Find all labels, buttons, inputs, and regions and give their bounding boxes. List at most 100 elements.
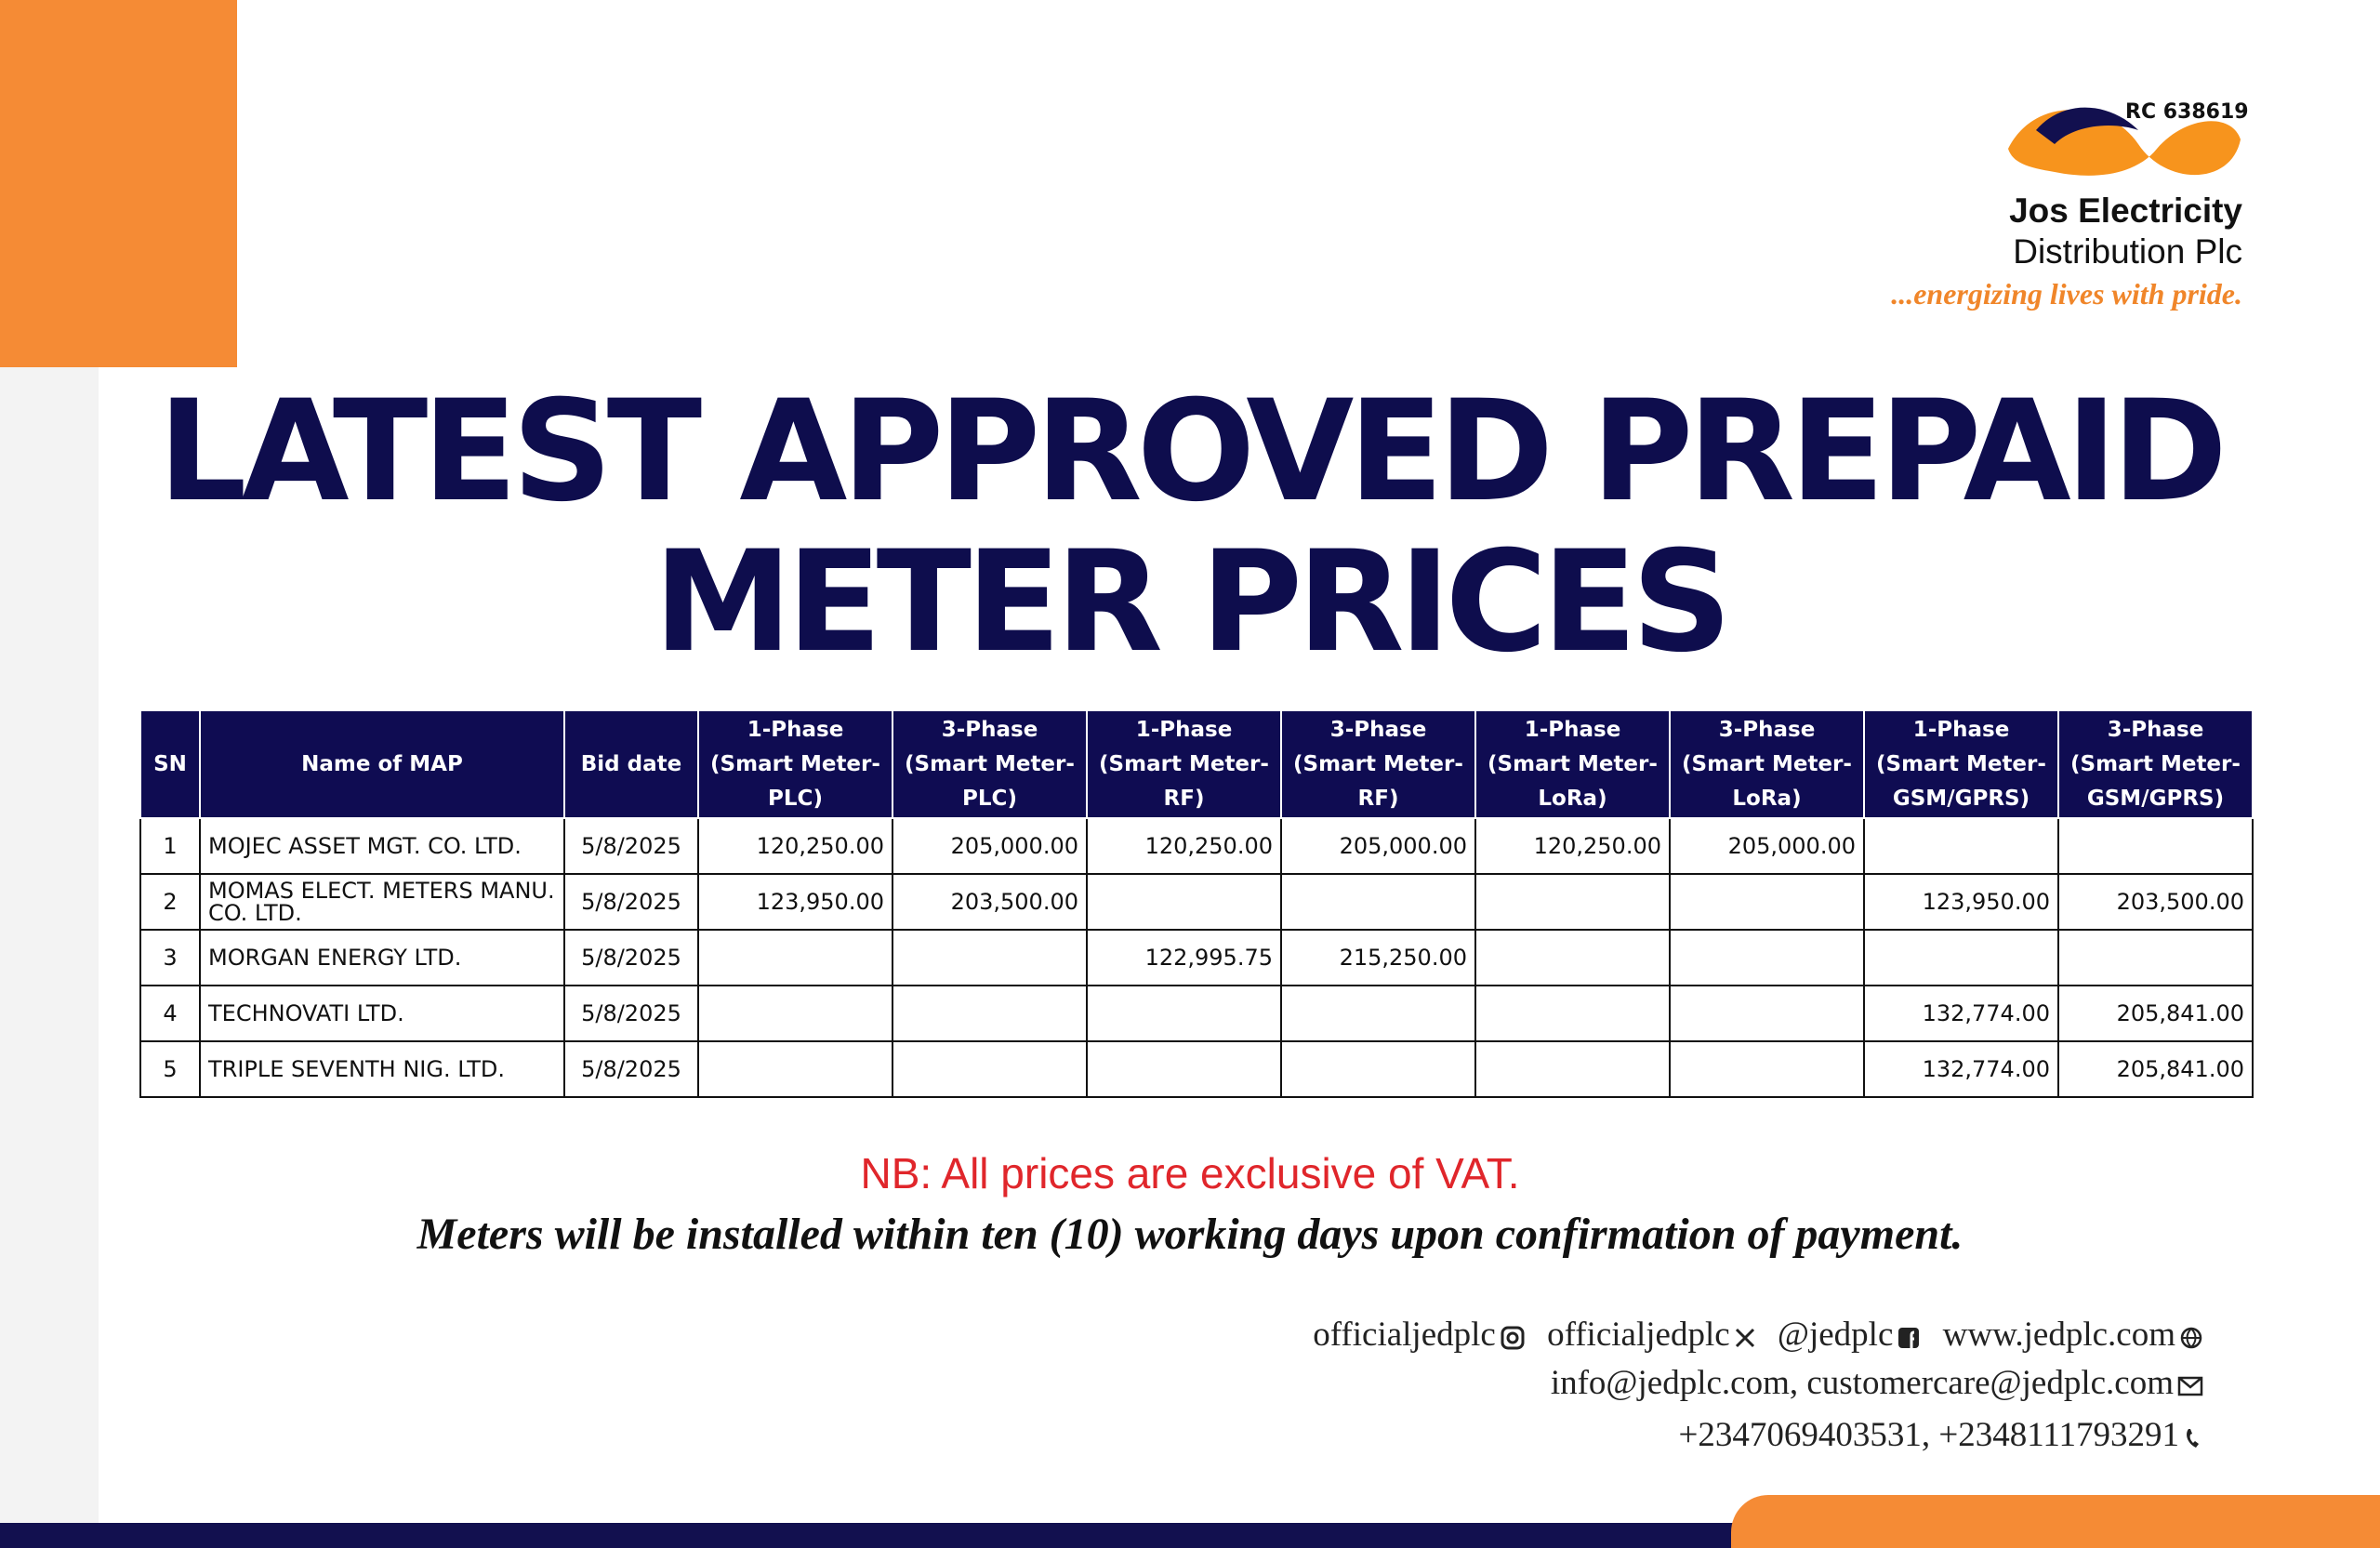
table-cell bbox=[697, 1040, 893, 1098]
instagram-icon bbox=[1501, 1326, 1525, 1350]
header-line: 3-Phase bbox=[941, 717, 1038, 742]
header-line: Name of MAP bbox=[301, 751, 463, 776]
instagram: officialjedplc bbox=[1313, 1316, 1496, 1354]
table-cell: 5/8/2025 bbox=[563, 929, 699, 986]
table-cell: 132,774.00 bbox=[1863, 1040, 2059, 1098]
header-line: (Smart Meter- bbox=[2070, 751, 2241, 776]
rc-number: RC 638619 bbox=[2125, 100, 2249, 124]
table-cell bbox=[1086, 873, 1282, 931]
column-header: Name of MAP bbox=[199, 709, 565, 819]
table-cell: 122,995.75 bbox=[1086, 929, 1282, 986]
social-line: officialjedplc officialjedplc @jedplc ww… bbox=[1313, 1315, 2203, 1355]
table-cell: TRIPLE SEVENTH NIG. LTD. bbox=[199, 1040, 565, 1098]
table-cell: 4 bbox=[139, 985, 201, 1042]
header-line: GSM/GPRS) bbox=[1892, 786, 2030, 811]
header-line: PLC) bbox=[962, 786, 1017, 811]
table-cell: 1 bbox=[139, 817, 201, 875]
table-cell bbox=[1669, 873, 1865, 931]
header-line: (Smart Meter- bbox=[1682, 751, 1852, 776]
column-header: SN bbox=[139, 709, 201, 819]
vat-note: NB: All prices are exclusive of VAT. bbox=[860, 1149, 1520, 1197]
column-header: 1-Phase (Smart Meter- PLC) bbox=[697, 709, 893, 819]
header-line: 1-Phase bbox=[1524, 717, 1621, 742]
table-cell: 205,000.00 bbox=[1669, 817, 1865, 875]
table-cell bbox=[697, 929, 893, 986]
table-cell: MOJEC ASSET MGT. CO. LTD. bbox=[199, 817, 565, 875]
table-cell: 123,950.00 bbox=[1863, 873, 2059, 931]
table-row: 1 MOJEC ASSET MGT. CO. LTD. 5/8/2025 120,25… bbox=[139, 817, 2254, 875]
table-cell: 120,250.00 bbox=[697, 817, 893, 875]
header-line: RF) bbox=[1357, 786, 1399, 811]
table-cell bbox=[892, 929, 1088, 986]
title-line: METER PRICES bbox=[653, 522, 1732, 683]
header-line: GSM/GPRS) bbox=[2086, 786, 2225, 811]
x-handle: officialjedplc bbox=[1547, 1316, 1730, 1354]
side-strip bbox=[0, 367, 99, 1523]
table-cell: 215,250.00 bbox=[1280, 929, 1476, 986]
column-header: Bid date bbox=[563, 709, 699, 819]
header-line: 1-Phase bbox=[747, 717, 844, 742]
table-cell: MOMAS ELECT. METERS MANU. CO. LTD. bbox=[199, 873, 565, 931]
table-cell bbox=[1669, 1040, 1865, 1098]
header-line: Bid date bbox=[580, 751, 682, 776]
table-cell bbox=[1474, 873, 1671, 931]
column-header: 1-Phase (Smart Meter- GSM/GPRS) bbox=[1863, 709, 2059, 819]
globe-icon bbox=[2180, 1327, 2202, 1348]
install-note: Meters will be installed within ten (10)… bbox=[416, 1210, 1964, 1259]
table-cell bbox=[1086, 985, 1282, 1042]
table-cell: TECHNOVATI LTD. bbox=[199, 985, 565, 1042]
header-line: (Smart Meter- bbox=[1876, 751, 2046, 776]
table-cell bbox=[1474, 985, 1671, 1042]
header-line: PLC) bbox=[768, 786, 823, 811]
table-cell bbox=[2057, 817, 2254, 875]
table-cell bbox=[892, 985, 1088, 1042]
table-cell: 5/8/2025 bbox=[563, 985, 699, 1042]
table-cell: 205,841.00 bbox=[2057, 985, 2254, 1042]
table-cell bbox=[1669, 929, 1865, 986]
footer-accent bbox=[1731, 1495, 2380, 1548]
header-line: 3-Phase bbox=[1718, 717, 1816, 742]
header-line: RF) bbox=[1163, 786, 1205, 811]
table-cell: 120,250.00 bbox=[1086, 817, 1282, 875]
table-row: 5 TRIPLE SEVENTH NIG. LTD. 5/8/2025 132,774… bbox=[139, 1040, 2254, 1098]
website: www.jedplc.com bbox=[1942, 1316, 2175, 1354]
table-cell bbox=[1863, 929, 2059, 986]
header-line: (Smart Meter- bbox=[710, 751, 880, 776]
table-cell: 5/8/2025 bbox=[563, 817, 699, 875]
table-cell bbox=[1280, 873, 1476, 931]
table-cell: 203,500.00 bbox=[2057, 873, 2254, 931]
table-cell bbox=[1474, 1040, 1671, 1098]
table-cell bbox=[1086, 1040, 1282, 1098]
table-cell: 205,000.00 bbox=[892, 817, 1088, 875]
emails: info@jedplc.com, customercare@jedplc.com bbox=[1550, 1364, 2174, 1402]
header-line: 1-Phase bbox=[1912, 717, 2010, 742]
header-line: (Smart Meter- bbox=[905, 751, 1075, 776]
column-header: 3-Phase (Smart Meter- RF) bbox=[1280, 709, 1476, 819]
header-line: (Smart Meter- bbox=[1488, 751, 1658, 776]
header-line: (Smart Meter- bbox=[1099, 751, 1269, 776]
header-line: 3-Phase bbox=[1329, 717, 1427, 742]
phone-icon bbox=[2187, 1428, 2199, 1448]
table-cell: 132,774.00 bbox=[1863, 985, 2059, 1042]
table-cell bbox=[892, 1040, 1088, 1098]
facebook-icon bbox=[1898, 1327, 1920, 1348]
mail-icon bbox=[2177, 1376, 2203, 1396]
table-cell: 123,950.00 bbox=[697, 873, 893, 931]
table-cell: 5/8/2025 bbox=[563, 873, 699, 931]
phones: +2347069403531, +2348111793291 bbox=[1678, 1416, 2180, 1454]
table-cell bbox=[1280, 1040, 1476, 1098]
table-cell: 203,500.00 bbox=[892, 873, 1088, 931]
column-header: 3-Phase (Smart Meter- PLC) bbox=[892, 709, 1088, 819]
header-line: (Smart Meter- bbox=[1293, 751, 1463, 776]
header-line: LoRa) bbox=[1538, 786, 1607, 811]
table-cell bbox=[697, 985, 893, 1042]
tagline: ...energizing lives with pride. bbox=[1891, 277, 2242, 311]
header-line: LoRa) bbox=[1732, 786, 1802, 811]
table-row: 3 MORGAN ENERGY LTD. 5/8/2025 122,995.75 215… bbox=[139, 929, 2254, 986]
table-cell: 205,000.00 bbox=[1280, 817, 1476, 875]
title-line: LATEST APPROVED PREPAID bbox=[157, 371, 2228, 533]
company-name: Jos Electricity bbox=[2009, 192, 2242, 230]
company-name-2: Distribution Plc bbox=[2013, 232, 2242, 271]
table-cell: MORGAN ENERGY LTD. bbox=[199, 929, 565, 986]
